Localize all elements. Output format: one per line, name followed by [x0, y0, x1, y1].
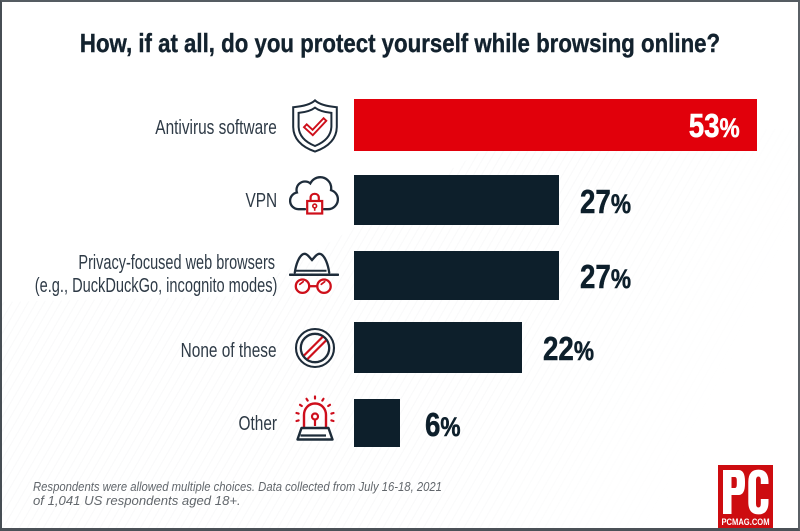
svg-text:PCMAG.COM: PCMAG.COM: [721, 516, 769, 527]
